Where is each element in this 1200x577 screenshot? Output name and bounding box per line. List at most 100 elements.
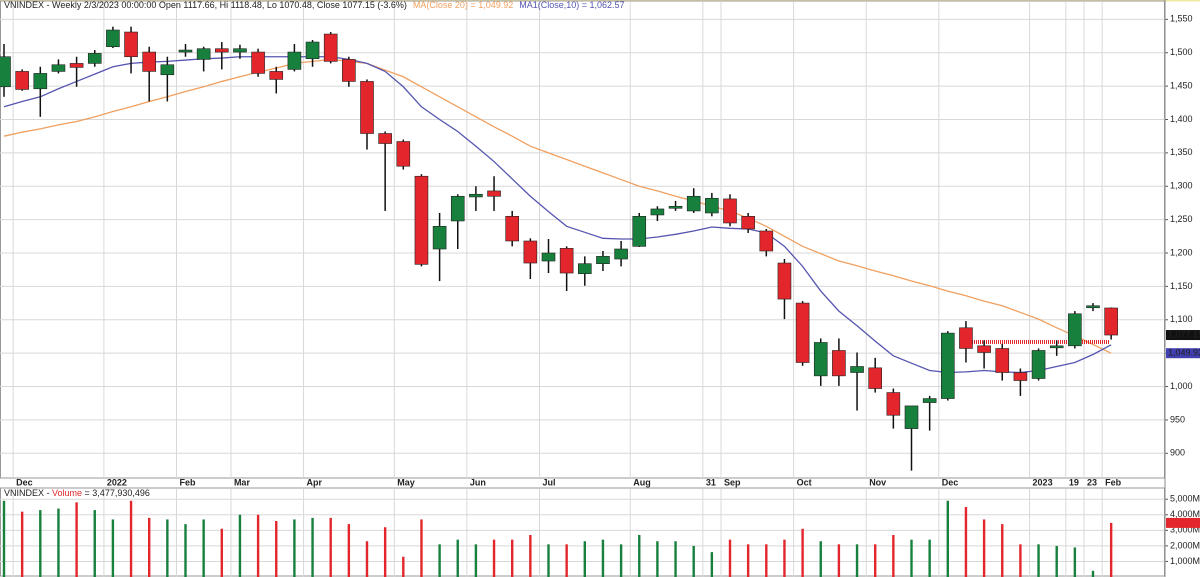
volume-header: VNINDEX - Volume = 3,477,930,496 (4, 488, 150, 498)
candle-body (396, 141, 411, 167)
candle-body (577, 263, 592, 275)
candle-body (977, 345, 991, 353)
candle-body (215, 48, 229, 53)
price-title: VNINDEX - Weekly 2/3/2023 00:00:00 Open … (4, 0, 407, 10)
y-tick-label: 1,300 (1170, 181, 1193, 191)
candle-body (668, 205, 683, 209)
x-tick-label: Feb (1105, 477, 1122, 487)
volume-legend: Volume (52, 488, 82, 498)
candle-body (650, 208, 665, 216)
candle-body (487, 190, 501, 197)
volume-bar (964, 507, 968, 577)
candle-body (959, 327, 973, 349)
volume-bar (20, 511, 24, 577)
volume-bar (456, 539, 459, 577)
candle-body (995, 348, 1010, 373)
x-tick-label: Feb (180, 477, 197, 487)
candle-body (632, 215, 647, 247)
candle-body (160, 64, 175, 76)
volume-bar (365, 541, 369, 577)
volume-bar (910, 539, 913, 577)
legend-ma20: MA(Close 20) = 1,049.92 (413, 0, 513, 10)
x-tick-label: Dec (16, 477, 33, 487)
volume-bar (1073, 547, 1077, 577)
volume-bar (39, 510, 42, 577)
volume-bar (402, 556, 405, 577)
x-tick-label: 31 (706, 477, 716, 487)
candle-body (505, 215, 520, 242)
candle-body (705, 197, 719, 214)
ma-line (3, 58, 1112, 354)
candle-body (795, 302, 810, 363)
y-tick-label: 2,000M (1170, 540, 1200, 550)
candle-body (940, 332, 955, 399)
volume-bar (638, 535, 641, 577)
y-tick-label: 1,150 (1170, 281, 1193, 291)
candle-body (287, 51, 302, 70)
candle-body (432, 226, 447, 250)
y-tick-label: 1,000 (1170, 381, 1193, 391)
volume-bar (692, 545, 695, 577)
y-tick-label: 3,000M (1170, 525, 1200, 535)
candle-body (1049, 345, 1064, 349)
candle-body (523, 240, 538, 264)
volume-bar (57, 508, 60, 577)
candle-body (69, 63, 84, 68)
volume-bar (801, 528, 804, 577)
volume-bar (783, 539, 786, 577)
candle-body (1068, 313, 1082, 347)
volume-bar (946, 500, 949, 577)
header: VNINDEX - Weekly 2/3/2023 00:00:00 Open … (4, 0, 625, 10)
volume-bar (583, 541, 586, 577)
volume-bar (311, 517, 314, 577)
volume-bar (765, 544, 768, 577)
candle-body (0, 56, 11, 88)
candle-body (33, 73, 48, 90)
volume-bar (619, 544, 623, 577)
volume-bar (93, 510, 96, 577)
volume-bar (75, 502, 78, 577)
volume-bar (819, 541, 822, 577)
price-marker-label: 1,077.15 (1168, 329, 1200, 339)
x-tick-label: Mar (234, 477, 251, 487)
volume-bar (1091, 570, 1095, 577)
volume-bar (656, 541, 659, 577)
candle-body (251, 51, 265, 74)
candle-body (323, 33, 338, 62)
x-tick-label: Aug (633, 477, 651, 487)
candle-body (269, 71, 284, 80)
x-tick-label: May (397, 477, 415, 487)
volume-bar (1109, 522, 1113, 577)
candle-body (106, 29, 120, 48)
candle-body (178, 49, 193, 53)
volume-bar (148, 517, 151, 577)
x-tick-label: 2023 (1033, 477, 1053, 487)
x-tick-label: Apr (307, 477, 323, 487)
volume-bar (1019, 544, 1022, 577)
mark-layer: 1,077.15 1,049.92 (0, 26, 1200, 577)
volume-bar (256, 514, 260, 577)
candle-body (233, 48, 247, 53)
volume-bar (1037, 544, 1040, 577)
candle-body (541, 252, 556, 262)
volume-bar (438, 544, 441, 577)
candle-body (596, 256, 610, 264)
candle-body (414, 175, 429, 265)
x-tick-label: 23 (1087, 477, 1097, 487)
candle-body (1104, 307, 1118, 336)
volume-title: VNINDEX - (4, 488, 52, 498)
volume-bar (420, 519, 423, 577)
x-tick-label: Jul (543, 477, 556, 487)
volume-bar (855, 544, 859, 577)
x-tick-label: Sep (724, 477, 741, 487)
candle-body (378, 133, 392, 144)
volume-bar (874, 544, 877, 577)
candle-body (360, 81, 374, 134)
volume-marker (1166, 517, 1200, 528)
x-tick-label: 2022 (107, 477, 127, 487)
volume-bar (728, 539, 732, 577)
candle-body (686, 195, 701, 212)
x-tick-label: Nov (869, 477, 886, 487)
